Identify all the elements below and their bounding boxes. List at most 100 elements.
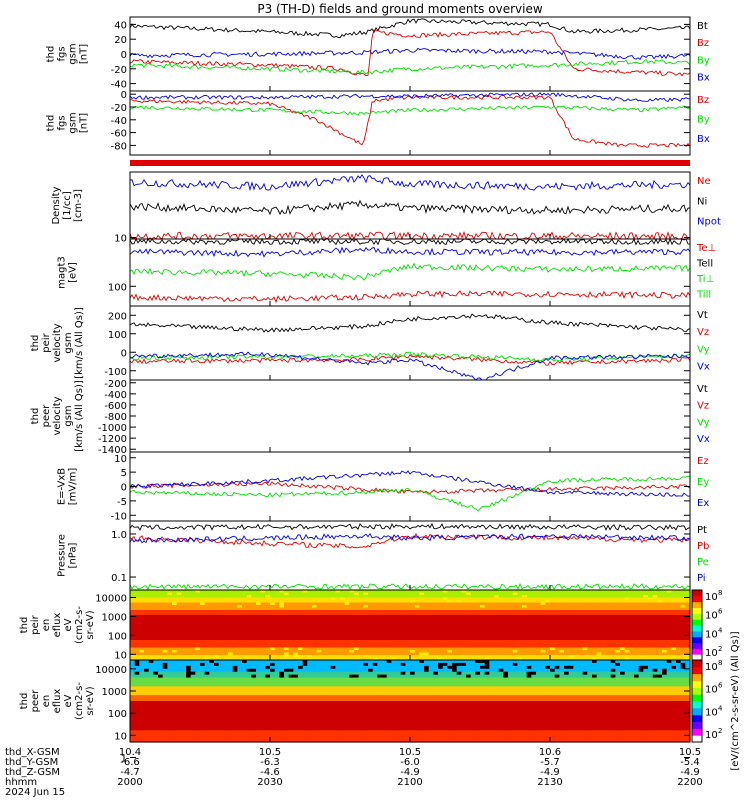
heatmap-cell (662, 590, 668, 594)
heatmap-cell (470, 645, 476, 649)
heatmap-cell (340, 605, 346, 609)
heatmap-cell (545, 647, 551, 651)
heatmap-cell (368, 620, 374, 624)
heatmap-cell (657, 635, 663, 639)
heatmap-cell (442, 637, 448, 641)
heatmap-cell (508, 650, 514, 654)
heatmap-cell (508, 689, 514, 693)
heatmap-cell (368, 590, 374, 594)
heatmap-cell (475, 592, 481, 596)
heatmap-cell (316, 592, 322, 596)
heatmap-cell (643, 595, 649, 599)
heatmap-cell (386, 662, 392, 667)
heatmap-cell (144, 590, 150, 594)
heatmap-cell (293, 640, 299, 644)
heatmap-cell (130, 602, 136, 606)
heatmap-cell (148, 632, 154, 636)
heatmap-cell (433, 602, 439, 606)
heatmap-cell (293, 590, 299, 594)
heatmap-cell (410, 622, 416, 626)
heatmap-cell (349, 635, 355, 639)
heatmap-cell (386, 665, 392, 670)
heatmap-cell (601, 607, 607, 611)
heatmap-cell (144, 615, 150, 619)
heatmap-cell (470, 668, 476, 673)
heatmap-cell (657, 637, 663, 641)
heatmap-cell (368, 686, 374, 690)
heatmap-cell (349, 637, 355, 641)
heatmap-cell (382, 627, 388, 631)
heatmap-cell (391, 610, 397, 614)
heatmap-cell (512, 640, 518, 644)
heatmap-cell (657, 689, 663, 693)
heatmap-cell (676, 620, 682, 624)
heatmap-cell (316, 590, 322, 594)
series-Ex (129, 470, 691, 497)
heatmap-cell (536, 647, 542, 651)
heatmap-cell (410, 645, 416, 649)
heatmap-cell (624, 610, 630, 614)
heatmap-cell (424, 607, 430, 611)
heatmap-cell (680, 640, 686, 644)
heatmap-cell (568, 620, 574, 624)
heatmap-cell (433, 660, 439, 664)
heatmap-cell (218, 680, 224, 685)
heatmap-cell (536, 642, 542, 646)
heatmap-cell (596, 677, 602, 682)
heatmap-cell (540, 662, 546, 667)
heatmap-cell (228, 627, 234, 631)
heatmap-cell (536, 605, 542, 609)
heatmap-cell (676, 635, 682, 639)
heatmap-cell (680, 610, 686, 614)
heatmap-cell (237, 617, 243, 621)
heatmap-cell (246, 630, 252, 634)
heatmap-cell (330, 683, 336, 687)
heatmap-cell (172, 605, 178, 609)
heatmap-cell (508, 683, 514, 687)
heatmap-cell (200, 650, 206, 654)
heatmap-cell (517, 647, 523, 651)
heatmap-cell (508, 620, 514, 624)
heatmap-cell (414, 671, 420, 676)
heatmap-cell (484, 647, 490, 651)
heatmap-cell (223, 590, 229, 594)
heatmap-cell (298, 620, 304, 624)
heatmap-cell (657, 632, 663, 636)
heatmap-cell (494, 640, 500, 644)
heatmap-cell (260, 612, 266, 616)
heatmap-cell (302, 677, 308, 682)
heatmap-cell (363, 602, 369, 606)
heatmap-cell (228, 647, 234, 651)
heatmap-cell (307, 657, 313, 661)
heatmap-cell (270, 671, 276, 676)
heatmap-cell (186, 605, 192, 609)
heatmap-cell (256, 655, 262, 659)
heatmap-cell (526, 645, 532, 649)
heatmap-cell (372, 597, 378, 601)
heatmap-cell (657, 662, 663, 667)
heatmap-cell (391, 652, 397, 656)
heatmap-cell (214, 612, 220, 616)
heatmap-cell (540, 677, 546, 682)
heatmap-cell (176, 600, 182, 604)
heatmap-cell (573, 590, 579, 594)
heatmap-cell (456, 657, 462, 661)
heatmap-cell (358, 652, 364, 656)
heatmap-cell (302, 655, 308, 659)
heatmap-cell (601, 645, 607, 649)
heatmap-cell (270, 640, 276, 644)
heatmap-cell (218, 592, 224, 596)
heatmap-cell (582, 632, 588, 636)
heatmap-cell (494, 689, 500, 693)
heatmap-cell (246, 590, 252, 594)
heatmap-cell (274, 640, 280, 644)
heatmap-cell (368, 645, 374, 649)
heatmap-cell (433, 686, 439, 690)
heatmap-cell (550, 655, 556, 659)
heatmap-cell (312, 686, 318, 690)
heatmap-cell (452, 612, 458, 616)
heatmap-cell (153, 592, 159, 596)
heatmap-cell (293, 674, 299, 679)
heatmap-cell (578, 605, 584, 609)
